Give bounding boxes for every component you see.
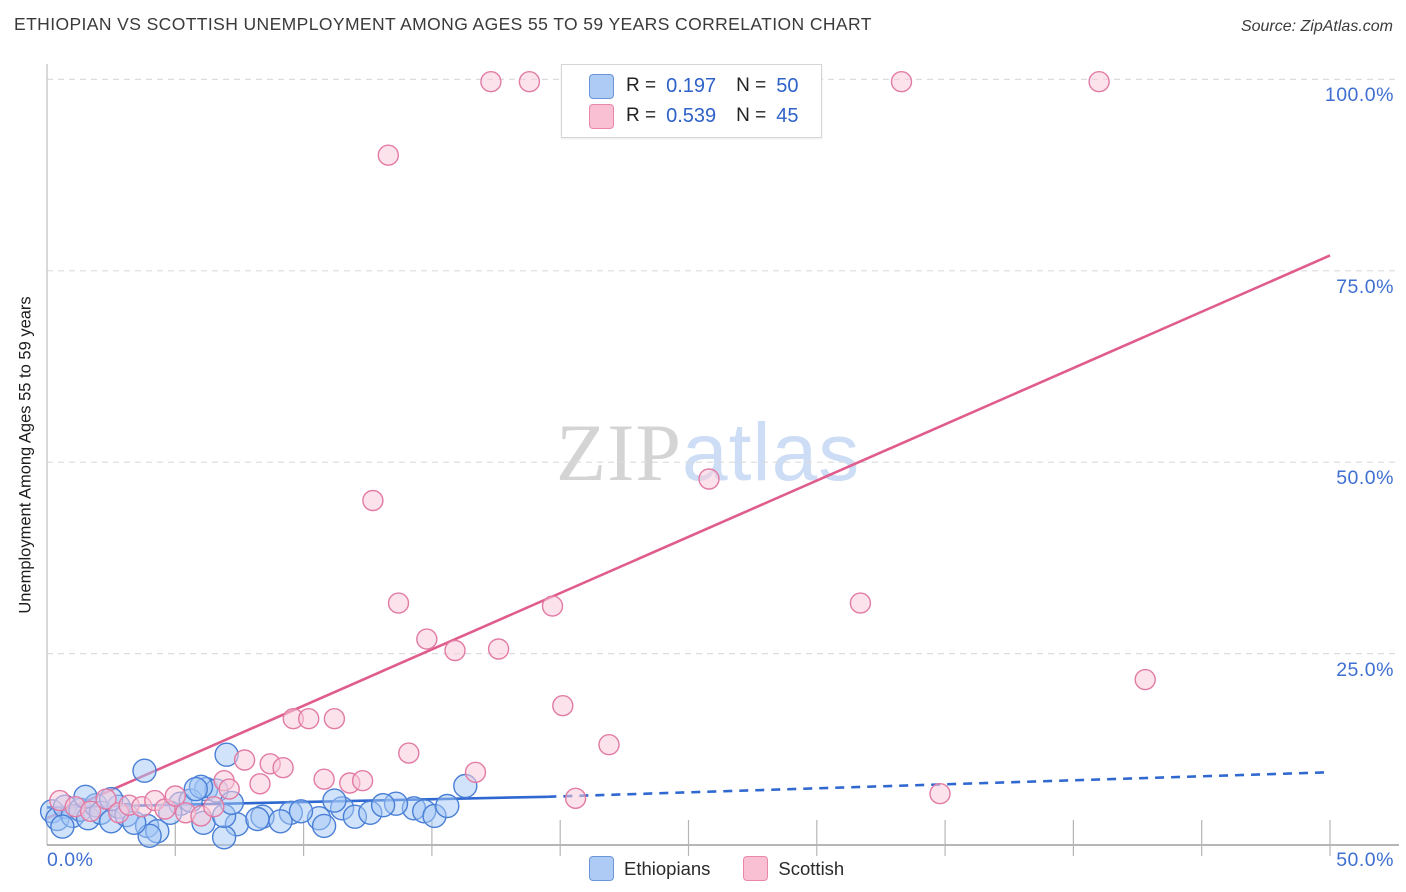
point-ethiopians: [50, 814, 75, 839]
n-value: 50: [776, 74, 799, 97]
point-ethiopians: [211, 825, 237, 850]
point-scottish: [444, 639, 466, 662]
point-scottish: [890, 70, 913, 93]
legend-item-ethiopians: Ethiopians: [589, 856, 710, 881]
series-legend: Ethiopians Scottish: [589, 856, 844, 881]
point-scottish: [203, 796, 225, 818]
point-scottish: [480, 70, 502, 93]
point-scottish: [377, 144, 399, 166]
legend-label: Scottish: [778, 857, 845, 879]
y-tick-100: 100.0%: [1324, 84, 1394, 106]
legend-row-scottish: R = 0.539 N = 45: [589, 103, 821, 129]
point-scottish: [698, 468, 720, 490]
r-label: R =: [626, 75, 657, 96]
point-scottish: [323, 708, 346, 730]
point-scottish: [298, 708, 320, 730]
page-title: ETHIOPIAN VS SCOTTISH UNEMPLOYMENT AMONG…: [14, 14, 872, 34]
point-scottish: [313, 768, 335, 790]
point-scottish: [1088, 70, 1110, 93]
n-label: N =: [736, 105, 767, 126]
point-scottish: [1134, 668, 1156, 691]
point-scottish: [351, 770, 374, 792]
point-ethiopians: [311, 813, 337, 839]
point-ethiopians: [245, 806, 270, 832]
r-value: 0.539: [666, 104, 717, 127]
point-scottish: [487, 638, 510, 660]
point-scottish: [552, 695, 574, 717]
point-scottish: [416, 628, 438, 650]
x-tick-max: 50.0%: [1336, 849, 1394, 871]
point-scottish: [387, 592, 410, 614]
source-credit: Source: ZipAtlas.com: [1240, 18, 1393, 35]
point-ethiopians: [132, 758, 157, 783]
scottish-swatch-icon: [589, 103, 614, 129]
legend-label: Ethiopians: [624, 857, 711, 879]
point-ethiopians: [288, 799, 314, 824]
n-value: 45: [776, 104, 799, 127]
ethiopians-swatch-icon: [589, 73, 614, 99]
point-ethiopians: [370, 793, 396, 818]
y-tick-50: 50.0%: [1336, 467, 1394, 489]
point-scottish: [362, 489, 384, 512]
ethiopians-swatch-icon: [589, 856, 614, 881]
point-scottish: [564, 787, 587, 809]
y-tick-25: 25.0%: [1336, 659, 1394, 681]
point-scottish: [518, 70, 541, 93]
x-tick-min: 0.0%: [47, 849, 94, 871]
point-scottish: [233, 749, 256, 771]
point-scottish: [541, 595, 564, 617]
scottish-swatch-icon: [743, 856, 769, 881]
point-scottish: [249, 773, 271, 795]
y-axis-label: Unemployment Among Ages 55 to 59 years: [16, 296, 35, 614]
n-label: N =: [736, 75, 767, 96]
point-scottish: [849, 592, 872, 614]
point-ethiopians: [322, 788, 347, 813]
point-scottish: [398, 742, 420, 764]
y-tick-75: 75.0%: [1336, 276, 1394, 298]
legend-row-ethiopians: R = 0.197 N = 50: [589, 73, 821, 99]
correlation-legend: R = 0.197 N = 50 R = 0.539 N = 45: [561, 64, 822, 138]
point-scottish: [598, 734, 620, 756]
point-scottish: [218, 778, 240, 800]
legend-item-scottish: Scottish: [743, 856, 844, 881]
r-label: R =: [626, 105, 657, 126]
point-scottish: [79, 800, 102, 822]
point-ethiopians: [183, 776, 209, 802]
r-value: 0.197: [666, 74, 717, 97]
point-scottish: [929, 783, 951, 805]
point-ethiopians: [268, 809, 293, 834]
point-ethiopians: [435, 793, 460, 819]
trend-line-scottish: [46, 254, 1331, 820]
point-scottish: [164, 785, 187, 807]
point-scottish: [272, 757, 294, 779]
point-scottish: [95, 788, 117, 810]
point-scottish: [464, 761, 487, 783]
